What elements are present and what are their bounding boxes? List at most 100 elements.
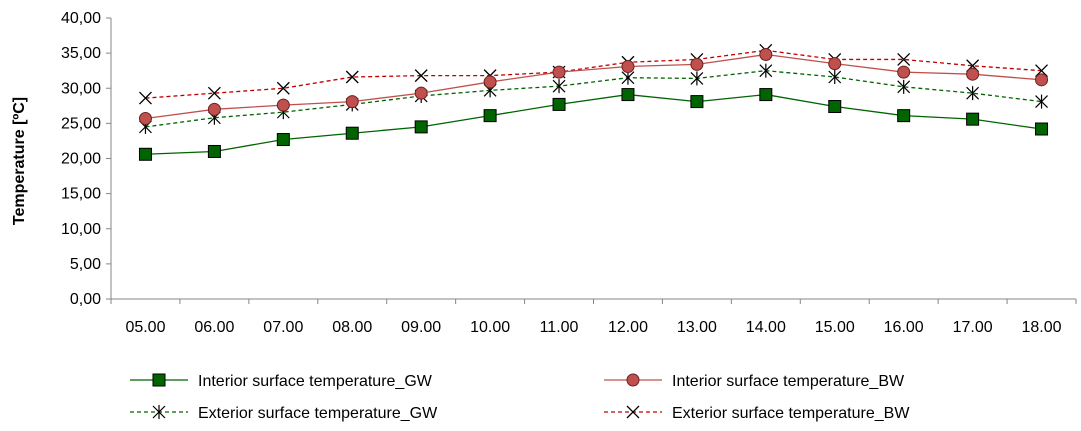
marker-stroke bbox=[414, 69, 428, 83]
data-point bbox=[621, 70, 635, 85]
data-point bbox=[621, 88, 635, 102]
data-point bbox=[207, 102, 221, 116]
data-point bbox=[621, 59, 635, 73]
data-point bbox=[828, 57, 842, 71]
marker-stroke bbox=[626, 405, 640, 419]
x-tick-label: 05.00 bbox=[125, 319, 165, 336]
data-point bbox=[690, 95, 704, 109]
data-point bbox=[690, 71, 704, 86]
data-point bbox=[1035, 122, 1049, 136]
data-point bbox=[552, 65, 566, 79]
legend-marker bbox=[626, 373, 640, 387]
marker-stroke bbox=[139, 91, 152, 105]
data-point bbox=[276, 133, 290, 147]
data-point bbox=[483, 109, 497, 123]
data-point bbox=[345, 70, 359, 84]
data-point bbox=[966, 112, 980, 126]
data-point bbox=[828, 70, 842, 85]
data-point bbox=[966, 67, 980, 81]
data-point bbox=[1035, 94, 1048, 109]
y-tick-label: 10,00 bbox=[61, 221, 101, 238]
legend-marker bbox=[152, 373, 166, 387]
x-tick-label: 18.00 bbox=[1022, 319, 1062, 336]
y-tick-label: 5,00 bbox=[70, 256, 101, 273]
series-line bbox=[145, 93, 1042, 155]
legend-item: Interior surface temperature_GW bbox=[130, 373, 433, 390]
series-line bbox=[145, 70, 1042, 128]
legend-marker bbox=[152, 405, 166, 419]
series-line bbox=[145, 49, 1042, 99]
series-3 bbox=[139, 43, 1048, 105]
data-point bbox=[207, 86, 221, 100]
x-tick-label: 15.00 bbox=[815, 319, 855, 336]
marker-stroke bbox=[897, 52, 911, 66]
data-point bbox=[139, 91, 152, 105]
y-tick-label: 15,00 bbox=[61, 186, 101, 203]
legend-label: Interior surface temperature_GW bbox=[198, 373, 433, 390]
x-tick-labels: 05.00 06.00 07.00 08.00 09.00 10.00 11.00 12.00… bbox=[125, 319, 1061, 336]
data-point bbox=[345, 95, 359, 109]
marker-stroke bbox=[207, 86, 221, 100]
y-axis-title: Temperature [ºC] bbox=[11, 97, 28, 225]
y-tick-label: 35,00 bbox=[61, 45, 101, 62]
legend-item: Exterior surface temperature_BW bbox=[604, 405, 910, 422]
data-point bbox=[759, 63, 773, 78]
x-tick-label: 17.00 bbox=[953, 319, 993, 336]
data-point bbox=[828, 100, 842, 114]
y-tick-labels: 0,00 5,00 10,00 15,00 20,00 25,00 30,00 35,00 40… bbox=[61, 10, 101, 308]
data-point bbox=[276, 98, 290, 112]
data-point bbox=[345, 126, 359, 140]
legend: Interior surface temperature_GW Interior … bbox=[130, 373, 910, 422]
x-tick-label: 07.00 bbox=[263, 319, 303, 336]
data-point bbox=[690, 57, 704, 71]
series-2 bbox=[139, 63, 1048, 134]
y-tick-label: 40,00 bbox=[61, 10, 101, 27]
legend-marker bbox=[626, 405, 640, 419]
x-tick-label: 11.00 bbox=[540, 319, 579, 336]
data-point bbox=[759, 88, 773, 102]
data-point bbox=[276, 81, 290, 95]
x-tick-label: 13.00 bbox=[677, 319, 717, 336]
data-point bbox=[1035, 64, 1048, 78]
data-point bbox=[897, 65, 911, 79]
legend-item: Exterior surface temperature_GW bbox=[130, 405, 438, 422]
series-0 bbox=[138, 88, 1049, 161]
marker-stroke bbox=[1035, 64, 1048, 78]
x-tick-label: 16.00 bbox=[884, 319, 924, 336]
data-point bbox=[552, 79, 566, 94]
x-tick-label: 10.00 bbox=[470, 319, 510, 336]
x-tick-label: 14.00 bbox=[746, 319, 786, 336]
x-tick-label: 12.00 bbox=[608, 319, 648, 336]
axes bbox=[106, 17, 1077, 304]
y-tick-label: 20,00 bbox=[61, 151, 101, 168]
series-line bbox=[145, 53, 1042, 120]
x-tick-label: 09.00 bbox=[401, 319, 441, 336]
data-point bbox=[414, 120, 428, 134]
data-point bbox=[897, 52, 911, 66]
data-point bbox=[138, 147, 152, 161]
marker-stroke bbox=[276, 81, 290, 95]
legend-label: Interior surface temperature_BW bbox=[672, 373, 905, 390]
y-tick-label: 0,00 bbox=[70, 291, 101, 308]
legend-label: Exterior surface temperature_GW bbox=[198, 405, 438, 422]
y-tick-label: 30,00 bbox=[61, 80, 101, 97]
legend-item: Interior surface temperature_BW bbox=[604, 373, 905, 390]
data-point bbox=[138, 111, 152, 125]
y-tick-label: 25,00 bbox=[61, 115, 101, 132]
series-1 bbox=[138, 48, 1049, 125]
data-point bbox=[1035, 73, 1049, 87]
data-point bbox=[897, 79, 911, 94]
data-point bbox=[966, 86, 980, 101]
data-point bbox=[414, 86, 428, 100]
data-point bbox=[759, 48, 773, 62]
marker-stroke bbox=[345, 70, 359, 84]
x-tick-label: 08.00 bbox=[332, 319, 372, 336]
legend-label: Exterior surface temperature_BW bbox=[672, 405, 910, 422]
x-tick-label: 06.00 bbox=[194, 319, 234, 336]
data-point bbox=[483, 75, 497, 89]
data-point bbox=[414, 69, 428, 83]
data-point bbox=[897, 109, 911, 123]
data-point bbox=[552, 97, 566, 111]
